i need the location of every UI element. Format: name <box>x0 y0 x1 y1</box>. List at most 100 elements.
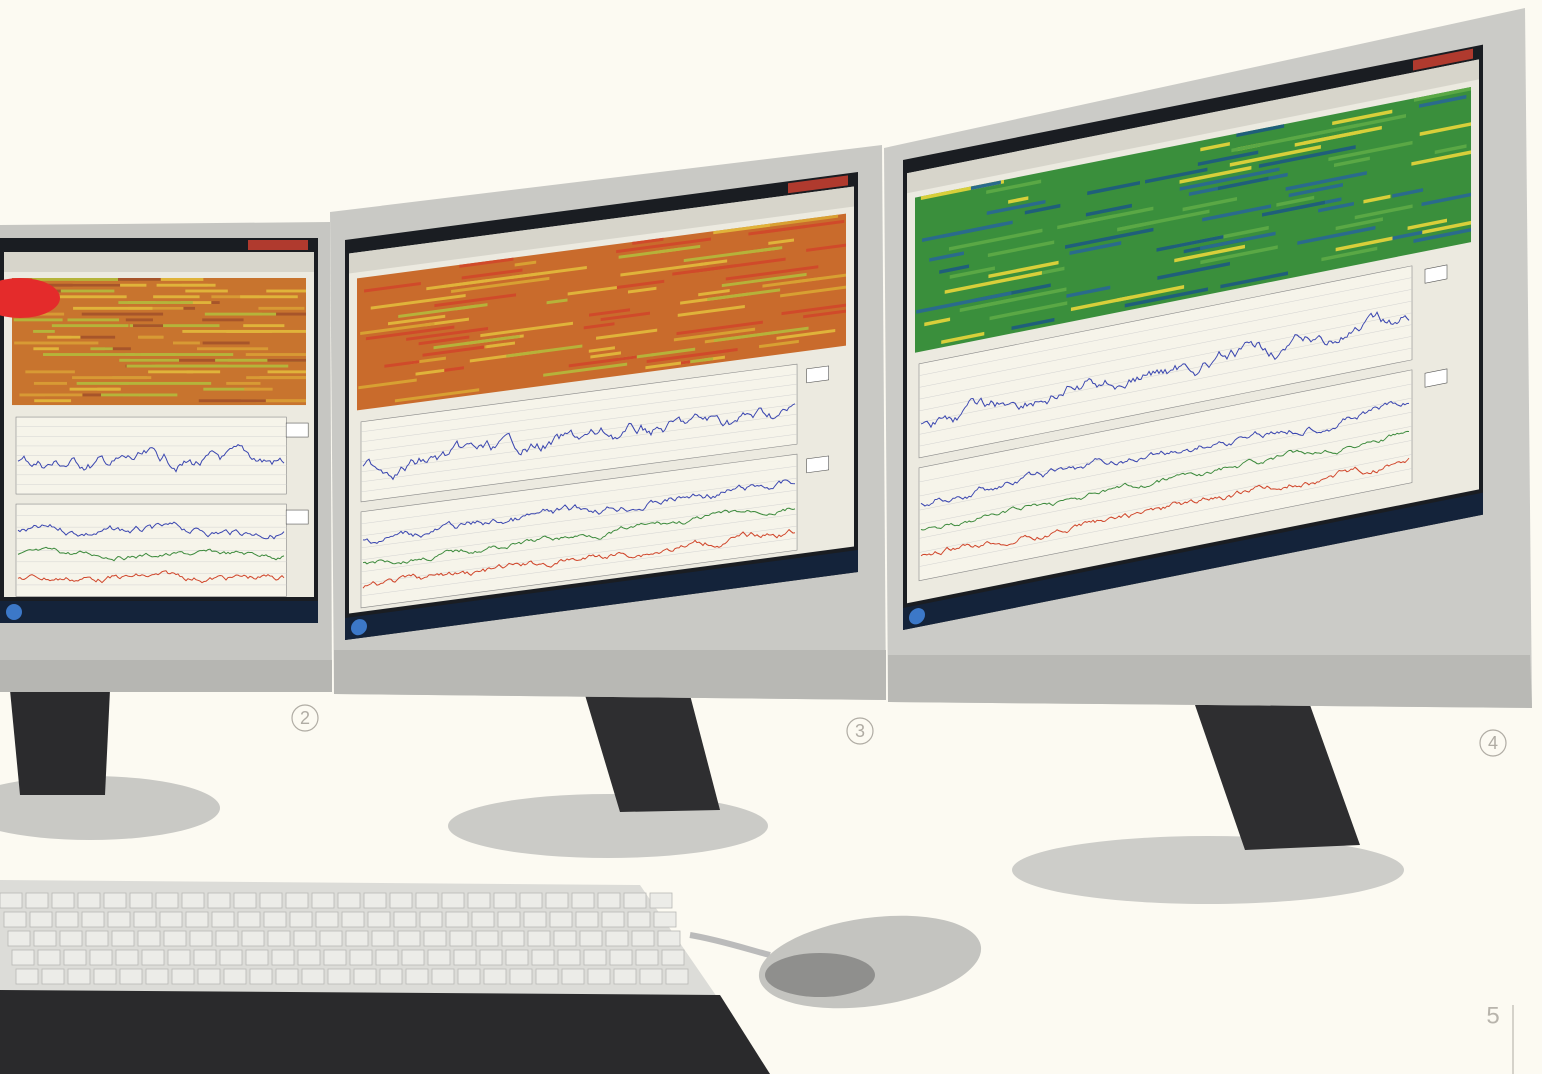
key <box>130 893 152 908</box>
key <box>476 931 498 946</box>
key <box>16 969 38 984</box>
heatmap-stripe <box>70 388 121 391</box>
key <box>494 893 516 908</box>
heatmap-stripe <box>14 318 63 321</box>
heatmap-stripe <box>173 342 200 345</box>
callout: 3 <box>855 721 865 741</box>
key <box>368 912 390 927</box>
key <box>328 969 350 984</box>
key <box>658 931 680 946</box>
key <box>468 893 490 908</box>
heatmap-stripe <box>139 394 177 397</box>
key <box>320 931 342 946</box>
heatmap-stripe <box>68 318 119 321</box>
key <box>554 931 576 946</box>
toolbar <box>4 252 314 272</box>
key <box>628 912 650 927</box>
key <box>272 950 294 965</box>
key <box>524 912 546 927</box>
heatmap-stripe <box>266 290 306 293</box>
key <box>168 950 190 965</box>
heatmap-stripe <box>244 388 272 391</box>
key <box>532 950 554 965</box>
heatmap-stripe <box>268 370 306 373</box>
key <box>446 912 468 927</box>
key <box>52 893 74 908</box>
key <box>458 969 480 984</box>
heatmap-stripe <box>77 382 129 385</box>
key <box>286 893 308 908</box>
heatmap-stripe <box>226 330 306 333</box>
heatmap-stripe <box>25 370 75 373</box>
key <box>632 931 654 946</box>
screen <box>345 172 858 640</box>
key <box>82 912 104 927</box>
heatmap-stripe <box>197 347 268 350</box>
heatmap-stripe <box>267 359 306 362</box>
key <box>64 950 86 965</box>
key <box>56 912 78 927</box>
key <box>354 969 376 984</box>
key <box>614 969 636 984</box>
key <box>216 931 238 946</box>
heatmap-stripe <box>119 359 179 362</box>
monitor <box>0 222 332 692</box>
key <box>506 950 528 965</box>
key <box>208 893 230 908</box>
key <box>338 893 360 908</box>
heatmap-stripe <box>47 336 80 339</box>
callout: 2 <box>300 708 310 728</box>
legend-button <box>807 366 829 383</box>
key <box>220 950 242 965</box>
key <box>4 912 26 927</box>
key <box>246 950 268 965</box>
key <box>610 950 632 965</box>
key <box>182 893 204 908</box>
heatmap-stripe <box>133 324 163 327</box>
key <box>666 969 688 984</box>
key <box>12 950 34 965</box>
bezel-bottom <box>0 660 332 692</box>
key <box>112 931 134 946</box>
key <box>316 912 338 927</box>
heatmap-stripe <box>101 394 140 397</box>
key <box>78 893 100 908</box>
keyboard <box>0 880 770 1074</box>
heatmap-stripe <box>118 301 192 304</box>
key <box>238 912 260 927</box>
key <box>406 969 428 984</box>
heatmap-stripe <box>19 394 82 397</box>
key <box>602 912 624 927</box>
key <box>160 912 182 927</box>
key <box>268 931 290 946</box>
key <box>302 969 324 984</box>
key <box>104 893 126 908</box>
key <box>342 912 364 927</box>
key <box>402 950 424 965</box>
key <box>558 950 580 965</box>
key <box>364 893 386 908</box>
caption-buttons <box>248 240 308 250</box>
key <box>242 931 264 946</box>
heatmap-stripe <box>127 365 218 368</box>
key <box>42 969 64 984</box>
legend-button <box>286 510 308 524</box>
key <box>472 912 494 927</box>
heatmap-stripe <box>43 353 135 356</box>
key <box>172 969 194 984</box>
key <box>520 893 542 908</box>
heatmap-stripe <box>205 313 276 316</box>
key <box>432 969 454 984</box>
heatmap-stripe <box>202 318 243 321</box>
stand-neck <box>10 690 110 795</box>
key <box>142 950 164 965</box>
heatmap-stripe <box>72 376 151 379</box>
stand-base <box>1012 836 1404 904</box>
heatmap-stripe <box>226 382 260 385</box>
key <box>498 912 520 927</box>
heatmap-stripe <box>199 399 266 402</box>
key <box>420 912 442 927</box>
key <box>484 969 506 984</box>
key <box>94 969 116 984</box>
key <box>250 969 272 984</box>
